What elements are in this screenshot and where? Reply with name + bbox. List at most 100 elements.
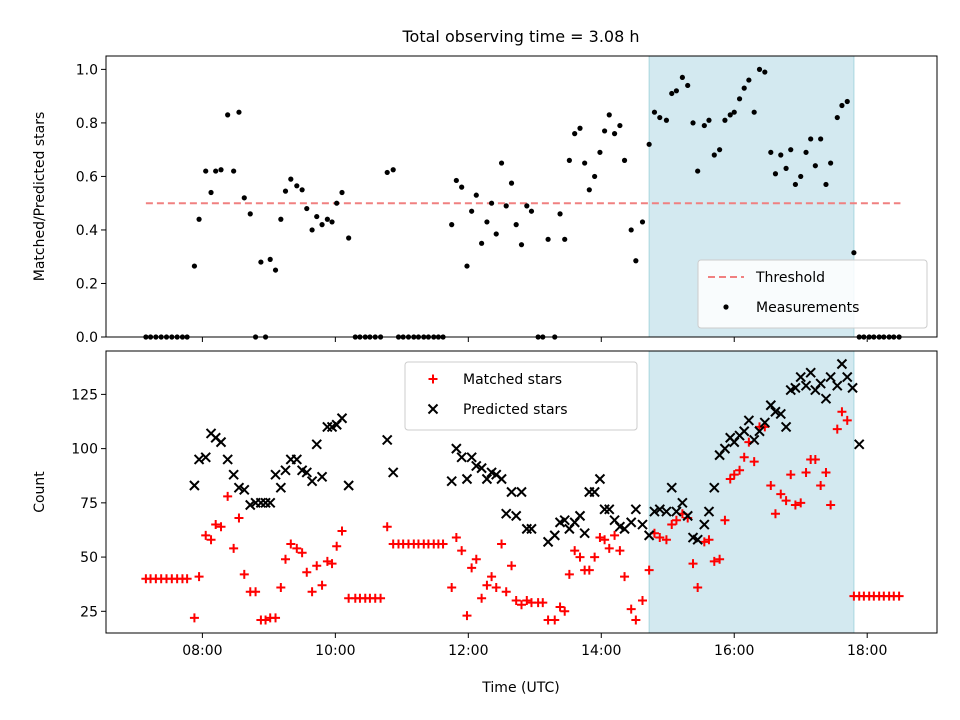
data-point <box>837 407 847 417</box>
data-point <box>229 543 239 553</box>
data-point <box>538 598 548 608</box>
data-point <box>703 506 715 517</box>
data-point <box>304 205 310 212</box>
data-point <box>334 200 340 206</box>
data-point <box>280 554 290 564</box>
data-point <box>729 470 739 480</box>
data-point <box>479 240 485 246</box>
data-point <box>639 219 646 225</box>
x-tick-label: 10:00 <box>315 643 355 659</box>
data-point <box>751 109 757 115</box>
data-point <box>234 513 244 523</box>
data-point <box>513 222 519 228</box>
data-point <box>615 546 625 556</box>
data-point <box>339 189 345 196</box>
data-point <box>336 413 348 424</box>
data-point <box>834 114 840 121</box>
data-point <box>706 117 712 123</box>
data-point <box>447 582 457 592</box>
data-point <box>438 539 448 549</box>
data-point <box>604 504 615 515</box>
data-point <box>194 572 204 582</box>
data-point <box>671 515 681 525</box>
data-point <box>203 168 209 174</box>
data-point <box>562 236 568 242</box>
data-point <box>781 496 791 506</box>
y-tick-label: 0.0 <box>76 330 98 346</box>
data-point <box>749 457 759 467</box>
data-point <box>832 424 842 434</box>
data-point <box>564 569 574 579</box>
data-point <box>507 561 517 571</box>
data-point <box>346 235 352 241</box>
data-point <box>844 98 850 105</box>
data-point <box>484 219 490 225</box>
data-point <box>493 231 499 237</box>
legend-label: Matched stars <box>463 372 562 388</box>
data-point <box>526 523 537 535</box>
x-tick-label: 12:00 <box>448 643 488 659</box>
data-point <box>759 417 771 428</box>
data-point <box>271 613 281 623</box>
data-point <box>382 522 392 532</box>
data-point <box>557 211 563 217</box>
data-point <box>459 184 465 190</box>
data-point <box>550 615 560 625</box>
data-point <box>592 173 598 180</box>
data-point <box>748 434 760 446</box>
data-point <box>280 465 291 476</box>
data-point <box>193 454 205 465</box>
data-point <box>778 152 784 158</box>
data-point <box>570 546 580 556</box>
data-point <box>821 467 831 477</box>
data-point <box>803 149 809 155</box>
data-point <box>451 533 461 543</box>
data-point <box>241 195 247 201</box>
data-point <box>798 173 804 180</box>
data-point <box>722 117 728 123</box>
data-point <box>842 415 852 425</box>
data-point <box>770 406 781 417</box>
data-point <box>746 77 752 83</box>
data-point <box>208 189 214 196</box>
data-point <box>297 548 307 558</box>
data-point <box>690 120 696 126</box>
data-point <box>688 559 698 569</box>
data-point <box>606 112 612 118</box>
data-point <box>801 467 811 477</box>
data-point <box>223 491 233 501</box>
data-point <box>446 475 457 487</box>
data-point <box>795 371 806 383</box>
data-point <box>384 169 390 176</box>
data-point <box>611 131 618 137</box>
data-point <box>251 587 261 597</box>
data-point <box>524 203 530 209</box>
data-point <box>699 537 709 547</box>
data-point <box>476 462 487 474</box>
y-tick-label: 0.8 <box>76 116 98 132</box>
data-point <box>775 408 786 420</box>
data-point <box>225 112 231 118</box>
y-tick-label: 25 <box>80 604 98 620</box>
observing-window-span <box>648 350 855 634</box>
data-point <box>319 222 325 228</box>
data-point <box>735 465 745 475</box>
data-point <box>826 500 836 510</box>
data-point <box>477 593 487 603</box>
data-point <box>854 439 865 450</box>
data-point <box>679 74 685 81</box>
data-point <box>511 595 521 605</box>
data-point <box>261 615 271 625</box>
data-point <box>790 500 800 510</box>
data-point <box>704 535 714 545</box>
x-tick-label: 16:00 <box>714 643 754 659</box>
data-point <box>267 256 273 262</box>
data-point <box>206 535 216 545</box>
data-point <box>808 136 814 142</box>
data-point <box>637 595 647 605</box>
data-point <box>677 497 688 509</box>
data-point <box>711 152 717 158</box>
data-point <box>655 533 665 543</box>
data-point <box>559 514 570 526</box>
